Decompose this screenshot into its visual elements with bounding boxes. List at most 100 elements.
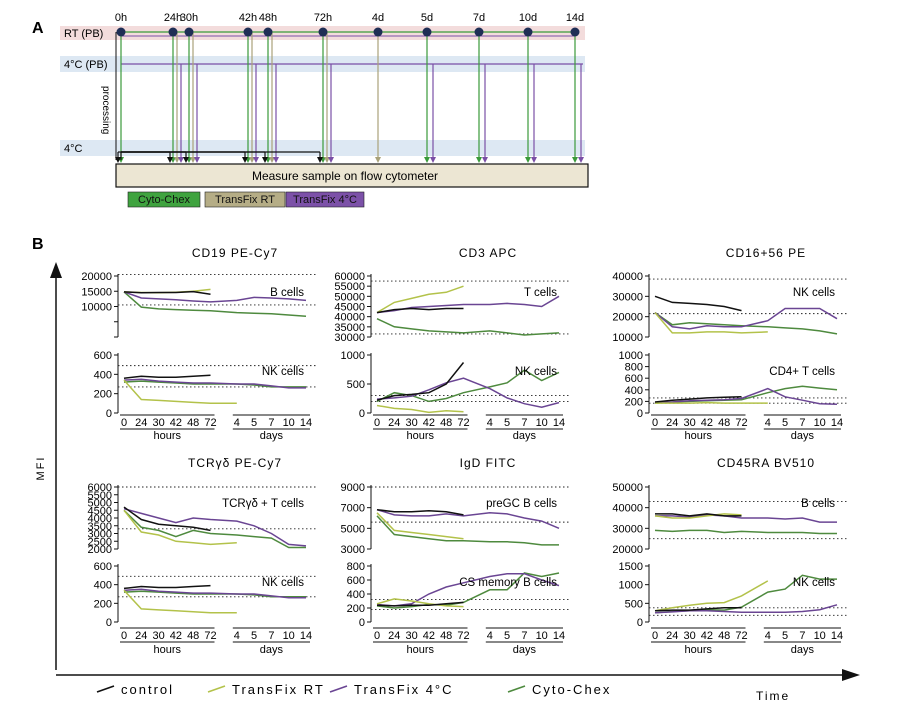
series-line-transfix_rt [654,513,742,519]
row-label-4c: 4°C [64,143,83,155]
y-tick-label: 0 [106,408,112,420]
x-tick-label: 24 [388,417,400,429]
x-arrow-head [842,669,860,681]
y-tick-label: 400 [94,580,112,592]
x-tick-label: 7 [268,417,274,429]
x-tick-label: 10 [283,630,295,642]
days-label: days [791,430,815,442]
arrow-head [424,157,430,163]
chart-title: CD45RA BV510 [717,456,815,470]
cell-population-label: CD4+ T cells [769,366,835,378]
x-tick-label: 48 [440,630,452,642]
y-tick-label: 30000 [612,291,643,303]
arrow-head [525,157,531,163]
chart-title: CD3 APC [459,246,517,260]
x-tick-label: 4 [234,630,240,642]
y-tick-label: 0 [637,408,643,420]
legend-label: TransFix 4°C [293,194,357,206]
x-tick-label: 42 [701,417,713,429]
series-line-control [376,307,464,314]
chart-title: TCRγδ PE-Cy7 [188,456,282,470]
bracket-arrow-head [242,157,248,163]
timepoint-dot [243,27,253,37]
x-tick-label: 72 [735,417,747,429]
cell-population-label: NK cells [793,577,835,589]
x-tick-label: 0 [121,630,127,642]
x-tick-label: 0 [374,417,380,429]
chart-title: CD16+56 PE [726,246,806,260]
timepoint-label: 14d [566,12,584,24]
series-line-transfix_rt [376,404,464,414]
timepoint-dot [116,27,126,37]
panel-b: B MFI Time control TransFix RT TransFix 4°C Cy… [32,236,860,703]
series-line-transfix_4c [376,377,560,408]
cell-population-label: NK cells [262,577,304,589]
x-tick-label: 72 [204,630,216,642]
y-tick-label: 200 [94,598,112,610]
timepoint-label: 0h [115,12,127,24]
legend-label: Cyto-Chex [532,682,611,697]
cell-population-label: B cells [270,287,304,299]
timepoint-label: 10d [519,12,537,24]
panel-a-label: A [32,20,44,37]
x-tick-label: 5 [504,417,510,429]
x-tick-label: 14 [553,417,565,429]
timepoint-dot [422,27,432,37]
bracket-arrow-head [317,157,323,163]
x-tick-label: 14 [831,630,843,642]
x-tick-label: 48 [718,630,730,642]
x-axis-label: Time [756,689,790,703]
series-line-control [654,607,742,612]
x-tick-label: 7 [799,417,805,429]
x-tick-label: 48 [440,417,452,429]
timepoint-dot [318,27,328,37]
legend-box [285,191,365,208]
x-tick-label: 72 [735,630,747,642]
legend-box [127,191,201,208]
y-tick-label: 15000 [81,286,112,298]
y-tick-label: 40000 [334,312,365,324]
x-tick-label: 7 [799,630,805,642]
series-line-control [376,508,464,516]
x-tick-label: 14 [300,630,312,642]
arrow-head [253,157,259,163]
series-line-transfix_4c [376,508,560,529]
series-line-transfix_4c [376,572,560,607]
y-tick-label: 0 [637,617,643,629]
arrow-head [249,157,255,163]
x-tick-label: 4 [487,630,493,642]
days-label: days [260,430,284,442]
x-tick-label: 42 [170,630,182,642]
y-tick-label: 3000 [341,544,365,556]
x-tick-label: 24 [388,630,400,642]
x-tick-label: 30 [683,417,695,429]
timepoint-label: 30h [180,12,198,24]
hours-label: hours [684,430,712,442]
x-tick-label: 24 [666,630,678,642]
x-tick-label: 5 [251,417,257,429]
legend-label: Cyto-Chex [138,194,190,206]
y-tick-label: 9000 [341,482,365,494]
x-tick-label: 14 [300,417,312,429]
y-tick-label: 500 [347,379,365,391]
x-tick-label: 24 [135,417,147,429]
hours-label: hours [153,430,181,442]
arrow-head [269,157,275,163]
legend-label: TransFix RT [215,194,275,206]
panel-b-label: B [32,236,44,253]
series-line-transfix_4c [123,378,306,389]
arrow-head [324,157,330,163]
legend-swatch [507,685,526,693]
hours-label: hours [406,430,434,442]
series-line-cytochex [654,529,837,535]
series-line-transfix_rt [654,580,769,612]
timepoint-label: 4d [372,12,384,24]
y-tick-label: 5000 [88,498,112,510]
y-tick-label: 20000 [81,271,112,283]
cell-population-label: NK cells [262,366,304,378]
cell-population-label: B cells [801,498,835,510]
cell-population-label: NK cells [515,366,557,378]
x-tick-label: 5 [782,417,788,429]
